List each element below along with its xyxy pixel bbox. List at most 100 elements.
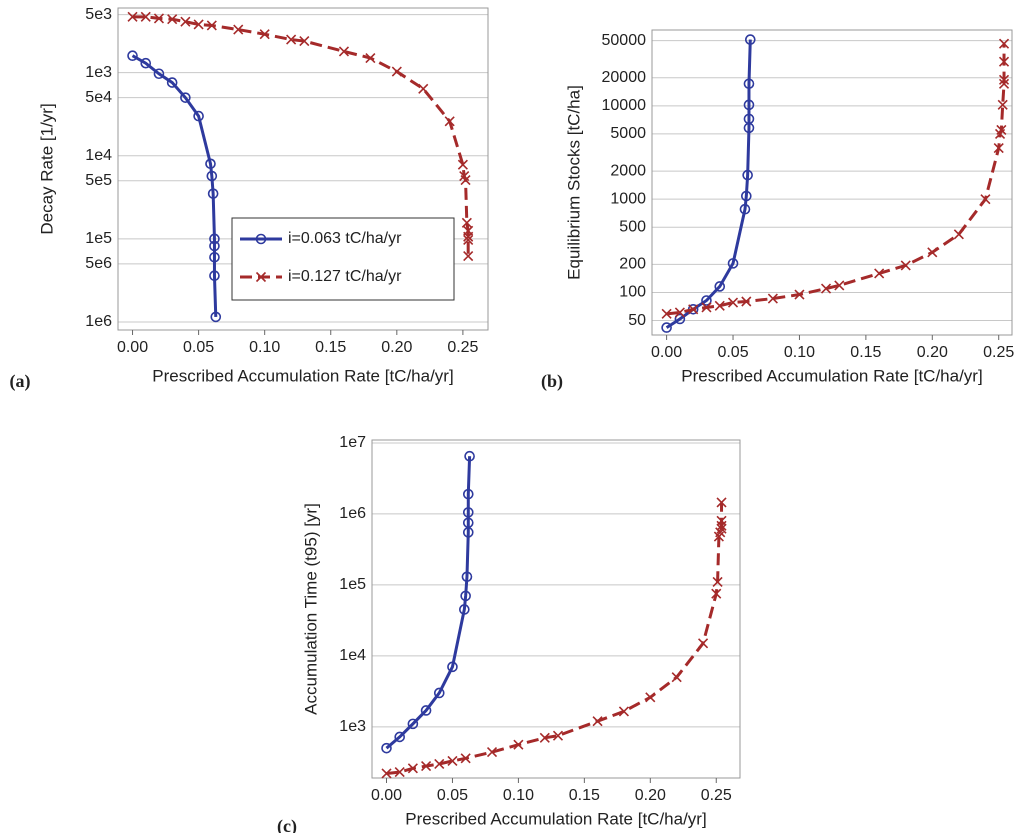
point: [418, 83, 429, 94]
panel-label: (c): [277, 816, 297, 833]
y-tick-label: 500: [619, 218, 646, 235]
point: [394, 731, 405, 743]
point: [552, 730, 564, 741]
panel-label: (a): [10, 371, 31, 392]
x-tick-label: 0.10: [503, 787, 534, 804]
point: [462, 507, 474, 518]
x-tick-label: 0.00: [117, 339, 148, 356]
series-line: [666, 43, 1006, 316]
point: [420, 705, 432, 716]
y-tick-label: 1000: [610, 190, 646, 207]
point: [461, 571, 473, 583]
point: [365, 52, 376, 64]
point: [539, 732, 550, 743]
point: [462, 517, 474, 529]
point: [286, 34, 297, 45]
point: [461, 217, 472, 228]
x-axis-label: Prescribed Accumulation Rate [tC/ha/yr]: [405, 809, 706, 828]
point: [997, 99, 1008, 110]
point: [794, 289, 805, 300]
legend-marker: [255, 271, 267, 283]
point: [259, 29, 270, 40]
series-line: [131, 54, 218, 317]
point: [447, 755, 458, 767]
y-tick-label: 2000: [610, 162, 646, 179]
point: [207, 188, 219, 199]
point: [463, 251, 474, 262]
point: [674, 307, 685, 318]
y-axis-label: Equilibrium Stocks [tC/ha]: [564, 85, 583, 280]
point: [205, 158, 216, 170]
point: [180, 92, 191, 103]
point: [767, 293, 778, 304]
point: [727, 297, 739, 308]
point: [742, 169, 753, 181]
point: [381, 742, 392, 754]
series-line: [665, 39, 752, 329]
y-tick-label: 200: [619, 256, 646, 273]
point: [206, 170, 218, 182]
panel: 1e3 1e4 1e5 1e6 1e7 0.00 0.05 0.10 0.15 0.20 0.25 P…: [277, 434, 741, 833]
point: [166, 77, 178, 88]
point: [444, 116, 455, 127]
point: [739, 203, 751, 215]
y-axis-label: Accumulation Time (t95) [yr]: [301, 503, 320, 715]
y-tick-label: 1e4: [339, 647, 366, 664]
x-tick-label: 0.20: [635, 787, 666, 804]
point: [209, 240, 220, 252]
legend-label: i=0.127 tC/ha/yr: [288, 268, 402, 285]
x-tick-label: 0.05: [437, 787, 468, 804]
point: [210, 311, 222, 323]
x-tick-label: 0.15: [315, 339, 346, 356]
x-axis-label: Prescribed Accumulation Rate [tC/ha/yr]: [681, 366, 982, 385]
point: [953, 229, 964, 240]
point: [127, 11, 138, 22]
point: [661, 308, 672, 319]
point: [874, 268, 885, 279]
x-tick-label: 0.00: [651, 344, 682, 361]
point: [741, 190, 752, 202]
point: [140, 11, 151, 22]
point: [674, 313, 686, 325]
y-tick-label: 5000: [610, 125, 646, 142]
point: [701, 295, 712, 306]
point: [463, 234, 474, 246]
point: [457, 159, 468, 170]
point: [299, 36, 310, 47]
point: [421, 760, 432, 772]
point: [381, 768, 392, 779]
y-tick-label: 50: [628, 312, 646, 329]
point: [180, 16, 191, 27]
point: [433, 687, 445, 699]
point: [998, 38, 1010, 49]
x-tick-label: 0.05: [717, 344, 748, 361]
panel: 50 100 200 500 1000 2000 5000 10000 20000 50000 0.…: [541, 29, 1014, 392]
point: [743, 113, 755, 125]
y-tick-label: 1e5: [339, 576, 366, 593]
point: [209, 270, 220, 282]
point: [206, 20, 217, 31]
point: [407, 718, 419, 730]
point: [741, 296, 752, 307]
point: [193, 110, 204, 122]
y-tick-label: 1e3: [85, 64, 112, 81]
y-tick-label: 1e5: [85, 230, 112, 247]
x-tick-label: 0.25: [701, 787, 732, 804]
point: [743, 99, 755, 111]
point: [645, 692, 656, 703]
point: [513, 739, 524, 750]
y-tick-label: 10000: [602, 97, 647, 114]
y-tick-label: 5e4: [85, 89, 112, 106]
point: [460, 753, 471, 764]
plot-frame: [371, 439, 741, 779]
point: [460, 174, 471, 186]
x-axis-label: Prescribed Accumulation Rate [tC/ha/yr]: [152, 366, 453, 385]
x-tick-label: 0.25: [983, 344, 1014, 361]
point: [618, 706, 629, 717]
legend-label: i=0.063 tC/ha/yr: [288, 230, 402, 247]
point: [716, 515, 727, 526]
legend-marker: [255, 233, 267, 245]
y-tick-label: 1e6: [85, 313, 112, 330]
y-tick-label: 5e3: [85, 6, 112, 23]
